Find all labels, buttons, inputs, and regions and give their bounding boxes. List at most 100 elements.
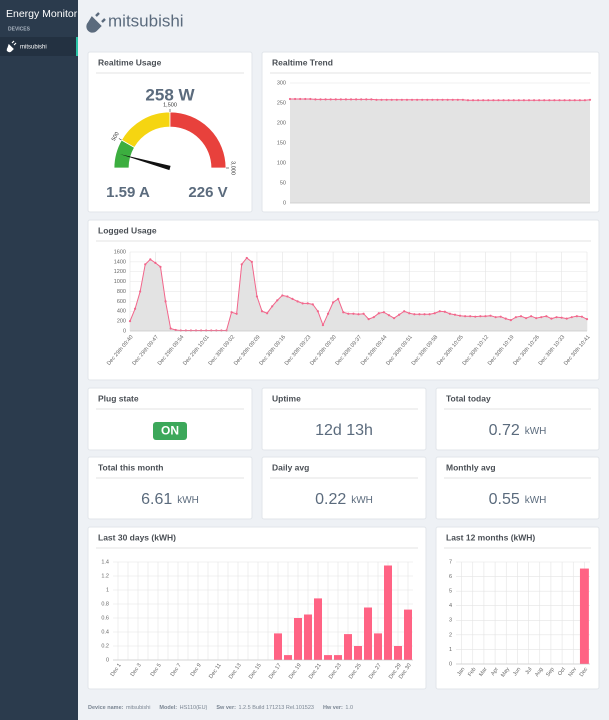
point <box>421 98 424 101</box>
point <box>403 310 406 313</box>
point <box>492 99 495 102</box>
y-tick-label: 5 <box>449 589 452 595</box>
point <box>560 316 563 319</box>
point <box>329 98 332 101</box>
x-tick-label: Feb <box>467 667 477 678</box>
point <box>418 313 421 316</box>
point <box>548 99 551 102</box>
y-tick-label: 7 <box>449 559 452 565</box>
point <box>159 265 162 268</box>
stat-value: 0.55 kWH <box>489 491 547 508</box>
stat-unit: kWH <box>351 495 373 506</box>
bar <box>354 646 362 660</box>
y-tick-label: 1200 <box>114 269 126 275</box>
point <box>489 314 492 317</box>
bar <box>364 607 372 660</box>
y-tick-label: 250 <box>277 100 286 106</box>
point <box>477 99 480 102</box>
point <box>144 263 147 266</box>
point <box>304 97 307 101</box>
point <box>527 99 531 102</box>
y-tick-label: 1600 <box>114 249 126 255</box>
point <box>266 312 269 315</box>
y-tick-label: 1 <box>106 587 109 593</box>
card-title: Logged Usage <box>98 225 157 235</box>
point <box>347 312 350 315</box>
stat-number: 0.72 <box>489 422 520 439</box>
x-tick-label: Mar <box>478 666 488 677</box>
point <box>553 99 556 102</box>
point <box>365 98 368 101</box>
card <box>435 456 600 520</box>
point <box>487 99 490 102</box>
y-tick-label: 0.8 <box>101 601 109 607</box>
bar <box>344 634 352 660</box>
point <box>390 98 393 101</box>
bar <box>579 568 589 664</box>
gauge-tick-label: 3,000 <box>230 161 236 175</box>
card <box>261 456 427 520</box>
x-tick-label: Dec <box>579 666 590 678</box>
point <box>375 98 378 101</box>
footer-value: mitsubishi <box>126 705 150 711</box>
x-tick-label: Jun <box>512 667 522 678</box>
point <box>326 312 330 315</box>
stat-value: 0.22 kWH <box>315 491 373 508</box>
x-tick-label: Nov <box>568 666 579 678</box>
footer-label: Sw ver: <box>216 705 236 711</box>
y-tick-label: 200 <box>277 120 286 126</box>
device-item[interactable]: mitsubishi <box>0 37 78 56</box>
point <box>398 313 401 316</box>
point <box>408 312 411 315</box>
y-tick-label: 300 <box>277 80 286 86</box>
card <box>87 387 253 451</box>
footer: Device name: mitsubishi Model: HS110(EU) Sw … <box>88 705 353 711</box>
point <box>479 315 482 318</box>
point <box>255 295 259 298</box>
card-title: Total today <box>446 393 491 403</box>
card-title: Plug state <box>98 393 139 403</box>
stat-value: 12d 13h <box>315 422 373 439</box>
point <box>413 313 416 316</box>
point <box>585 318 589 321</box>
point <box>565 317 568 320</box>
x-tick-label: Jul <box>524 667 533 676</box>
card-title: Daily avg <box>272 462 309 472</box>
point <box>332 301 335 304</box>
point <box>139 290 142 293</box>
footer-value: HS110(EU) <box>180 705 208 711</box>
point <box>250 260 253 263</box>
state-value: ON <box>161 424 179 438</box>
y-tick-label: 50 <box>280 180 286 186</box>
card <box>87 219 600 381</box>
point <box>405 98 409 101</box>
point <box>499 315 502 318</box>
point <box>281 294 284 297</box>
bar <box>294 618 302 660</box>
point <box>578 99 581 102</box>
active-indicator <box>76 37 78 56</box>
bar <box>384 565 392 660</box>
card-title: Last 30 days (kWH) <box>98 532 176 542</box>
stat-unit: kWH <box>525 495 547 506</box>
point <box>563 99 566 102</box>
point <box>321 323 325 327</box>
y-tick-label: 6 <box>449 574 452 580</box>
point <box>311 303 314 306</box>
y-tick-label: 0 <box>106 657 109 663</box>
header-icon <box>86 12 106 33</box>
point <box>299 97 302 101</box>
x-tick-label: Jan <box>456 667 466 678</box>
y-tick-label: 1 <box>449 647 452 653</box>
point <box>169 327 172 330</box>
point <box>395 98 398 101</box>
card-title: Last 12 months (kWH) <box>446 532 535 542</box>
point <box>128 320 132 323</box>
voltage: 226 V <box>188 184 227 201</box>
point <box>428 313 431 316</box>
point <box>471 99 475 102</box>
area-fill <box>290 99 590 203</box>
point <box>504 317 507 320</box>
x-tick-label: Oct <box>557 666 567 677</box>
bar <box>334 655 342 660</box>
